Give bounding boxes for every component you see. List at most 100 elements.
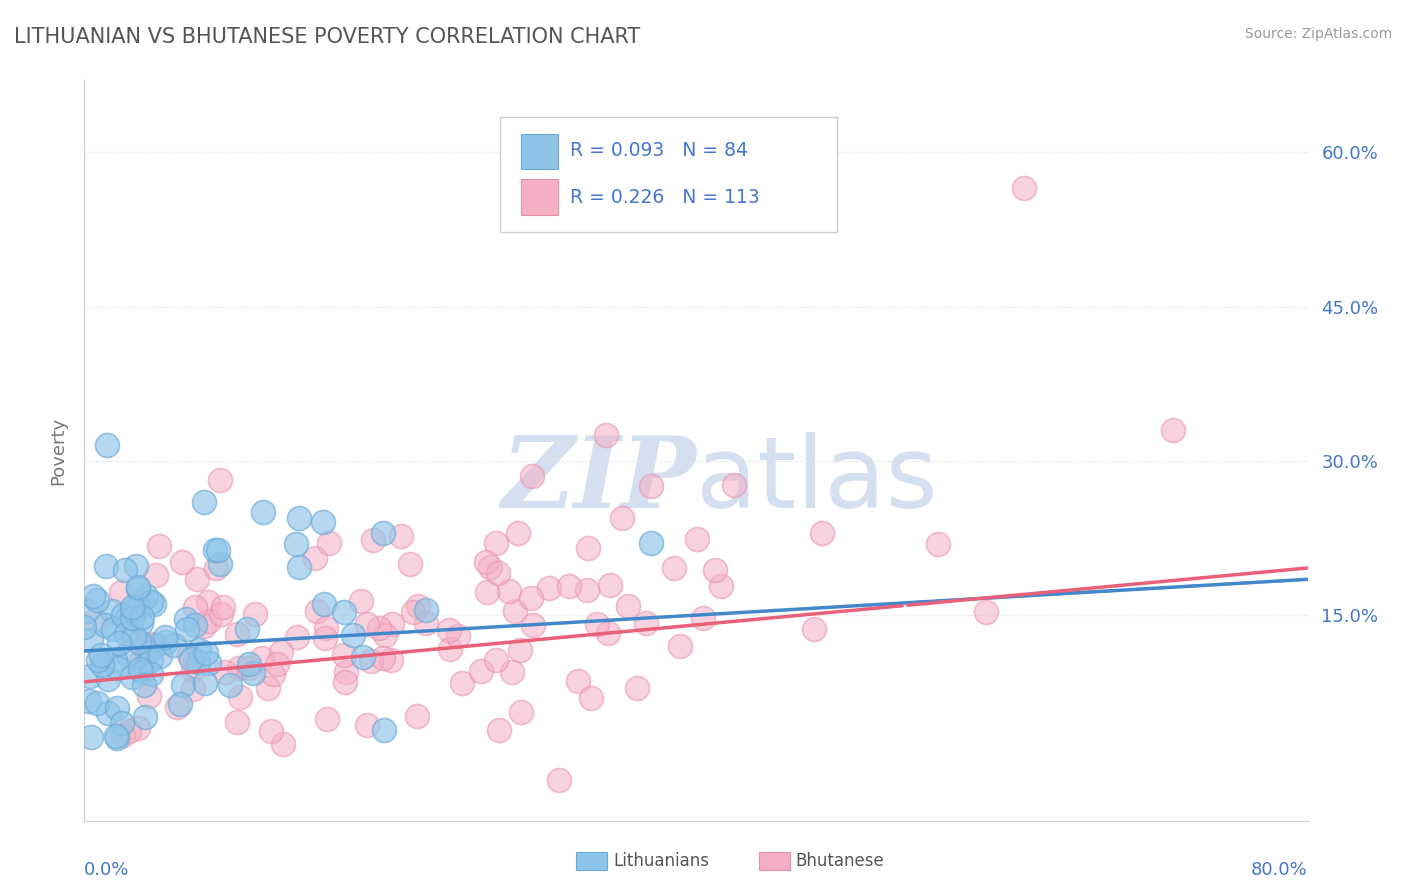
Point bbox=[90, 648, 112, 662]
Point bbox=[141, 637, 163, 651]
Point bbox=[333, 648, 356, 662]
Point bbox=[129, 616, 152, 631]
Point bbox=[121, 669, 143, 683]
Point bbox=[132, 665, 155, 679]
Point bbox=[97, 706, 120, 721]
Point bbox=[127, 601, 149, 615]
Point bbox=[76, 604, 98, 618]
Point bbox=[361, 533, 384, 548]
Point bbox=[188, 643, 211, 657]
Point bbox=[350, 594, 373, 608]
Point bbox=[193, 495, 215, 509]
Point bbox=[335, 665, 357, 679]
Bar bbox=[522, 134, 558, 169]
Point bbox=[398, 557, 420, 571]
Point bbox=[132, 640, 155, 654]
Point bbox=[257, 681, 280, 695]
Point bbox=[208, 558, 231, 572]
Point bbox=[142, 597, 165, 611]
Point bbox=[640, 479, 662, 493]
Point bbox=[145, 568, 167, 582]
Point bbox=[197, 657, 219, 671]
Text: atlas: atlas bbox=[696, 432, 938, 529]
Point bbox=[127, 582, 149, 596]
Point bbox=[243, 607, 266, 621]
Point bbox=[186, 572, 208, 586]
Text: Bhutanese: Bhutanese bbox=[796, 852, 884, 870]
Point bbox=[579, 691, 602, 706]
Point bbox=[803, 622, 825, 636]
Point bbox=[380, 653, 402, 667]
Point bbox=[122, 629, 145, 643]
Point bbox=[437, 624, 460, 638]
Point bbox=[129, 654, 152, 668]
Point bbox=[127, 580, 149, 594]
Point bbox=[111, 715, 134, 730]
Point bbox=[169, 697, 191, 711]
FancyBboxPatch shape bbox=[501, 117, 837, 232]
Point bbox=[172, 678, 194, 692]
Point bbox=[226, 627, 249, 641]
Point bbox=[139, 666, 162, 681]
Point bbox=[145, 638, 167, 652]
Point bbox=[127, 721, 149, 735]
Point bbox=[134, 709, 156, 723]
Point bbox=[238, 661, 260, 675]
Text: Lithuanians: Lithuanians bbox=[613, 852, 709, 870]
Point bbox=[485, 535, 508, 549]
Point bbox=[315, 621, 337, 635]
Point bbox=[138, 689, 160, 703]
Point bbox=[598, 626, 620, 640]
Point bbox=[520, 469, 543, 483]
Point bbox=[103, 622, 125, 636]
Point bbox=[318, 536, 340, 550]
Point bbox=[692, 611, 714, 625]
Point bbox=[219, 678, 242, 692]
Point bbox=[470, 665, 492, 679]
Point bbox=[131, 665, 153, 679]
Point bbox=[228, 661, 250, 675]
Point bbox=[501, 665, 523, 680]
Point bbox=[155, 635, 177, 649]
Text: R = 0.226   N = 113: R = 0.226 N = 113 bbox=[569, 187, 759, 207]
Point bbox=[73, 620, 96, 634]
Point bbox=[810, 526, 832, 541]
Point bbox=[79, 669, 101, 683]
Point bbox=[405, 709, 427, 723]
Point bbox=[498, 584, 520, 599]
Point bbox=[271, 737, 294, 751]
Text: 80.0%: 80.0% bbox=[1251, 862, 1308, 880]
Point bbox=[187, 655, 209, 669]
Point bbox=[314, 632, 336, 646]
Point bbox=[636, 616, 658, 631]
Point bbox=[97, 672, 120, 686]
Point bbox=[789, 155, 811, 169]
Point bbox=[104, 652, 127, 666]
Point bbox=[86, 696, 108, 710]
Point bbox=[121, 611, 143, 625]
Point bbox=[194, 646, 217, 660]
Point bbox=[80, 632, 103, 647]
Point bbox=[307, 604, 329, 618]
Point bbox=[415, 603, 437, 617]
Point bbox=[1163, 423, 1185, 437]
Point bbox=[333, 605, 356, 619]
Point bbox=[184, 618, 207, 632]
Point bbox=[212, 600, 235, 615]
Point bbox=[567, 673, 589, 688]
Point bbox=[451, 675, 474, 690]
Point bbox=[82, 589, 104, 603]
Point bbox=[125, 558, 148, 573]
Point bbox=[86, 593, 108, 607]
Point bbox=[118, 724, 141, 739]
Point bbox=[193, 619, 215, 633]
Point bbox=[184, 600, 207, 615]
Point bbox=[166, 700, 188, 714]
Point bbox=[371, 525, 394, 540]
Point bbox=[129, 662, 152, 676]
Point bbox=[356, 717, 378, 731]
Point bbox=[285, 630, 308, 644]
Text: 0.0%: 0.0% bbox=[84, 862, 129, 880]
Point bbox=[80, 730, 103, 744]
Point bbox=[710, 579, 733, 593]
